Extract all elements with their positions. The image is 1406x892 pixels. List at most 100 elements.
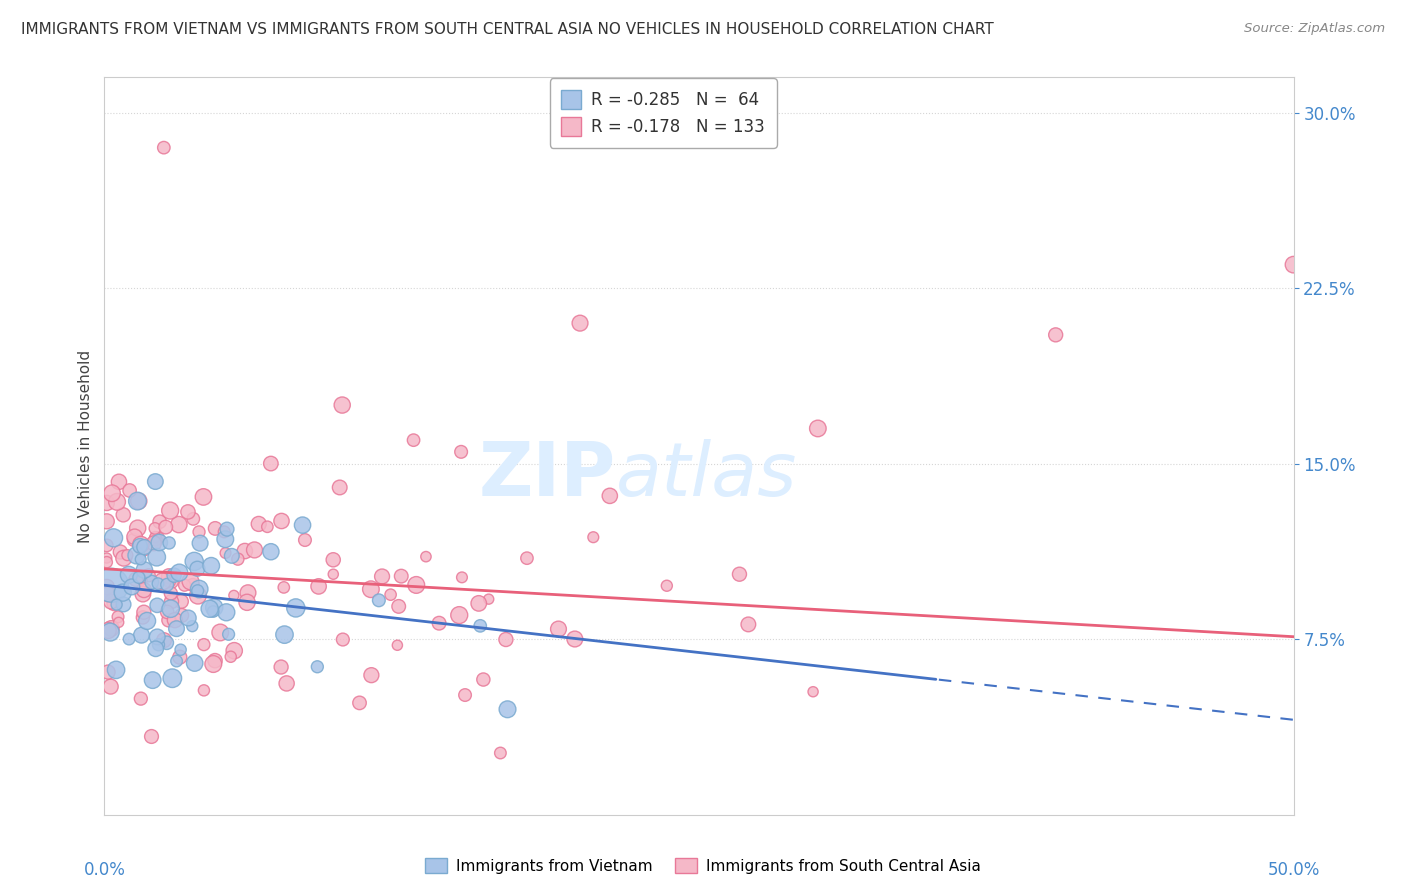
Point (105, 495, 128, 509)
Point (221, 549, 243, 563)
Point (111, 585, 134, 599)
Point (360, 582, 382, 597)
Legend: Immigrants from Vietnam, Immigrants from South Central Asia: Immigrants from Vietnam, Immigrants from… (419, 852, 987, 880)
Point (181, 578, 204, 592)
Point (97, 624, 120, 638)
Point (193, 683, 215, 698)
Point (193, 490, 215, 504)
Point (141, 575, 163, 590)
Text: 0.0%: 0.0% (83, 861, 125, 879)
Point (131, 573, 153, 587)
Point (134, 563, 156, 577)
Point (193, 638, 215, 652)
Point (222, 588, 245, 602)
Point (270, 660, 292, 674)
Point (127, 521, 149, 535)
Point (160, 586, 183, 600)
Point (167, 517, 190, 532)
Point (276, 676, 298, 690)
Point (166, 654, 188, 668)
Point (214, 546, 236, 560)
Point (495, 632, 517, 647)
Point (226, 552, 249, 566)
Point (156, 578, 179, 592)
Point (202, 600, 225, 615)
Point (188, 536, 211, 550)
Point (156, 605, 179, 619)
Point (141, 730, 163, 744)
Point (96, 514, 118, 528)
Point (103, 531, 125, 545)
Point (107, 615, 129, 630)
Text: 50.0%: 50.0% (1267, 861, 1320, 879)
Point (110, 545, 132, 559)
Point (145, 550, 167, 565)
Point (146, 630, 169, 644)
Point (187, 583, 209, 598)
Point (100, 680, 122, 694)
Point (162, 671, 184, 685)
Point (98, 625, 121, 640)
Point (117, 548, 139, 562)
Point (131, 628, 153, 642)
Point (157, 613, 180, 627)
Point (402, 433, 425, 447)
Point (138, 568, 160, 582)
Point (371, 569, 394, 583)
Point (801, 684, 824, 698)
Point (204, 654, 226, 668)
Point (146, 576, 169, 591)
Point (149, 515, 172, 529)
Point (100, 595, 122, 609)
Point (405, 578, 427, 592)
Point (124, 530, 146, 544)
Point (256, 520, 278, 534)
Point (236, 595, 259, 609)
Point (163, 568, 186, 582)
Point (260, 457, 283, 471)
Point (569, 316, 592, 330)
Point (125, 549, 148, 563)
Point (96, 551, 118, 566)
Point (183, 656, 205, 670)
Point (148, 535, 170, 549)
Point (307, 659, 329, 673)
Point (360, 668, 382, 682)
Point (156, 636, 179, 650)
Point (145, 530, 167, 544)
Point (163, 613, 186, 627)
Point (143, 475, 166, 489)
Point (188, 582, 211, 596)
Point (125, 572, 148, 586)
Point (122, 533, 145, 547)
Point (181, 512, 204, 526)
Point (198, 601, 221, 615)
Point (108, 475, 131, 489)
Point (454, 688, 477, 702)
Point (153, 141, 176, 155)
Point (157, 536, 180, 550)
Point (516, 551, 538, 566)
Legend: R = -0.285   N =  64, R = -0.178   N = 133: R = -0.285 N = 64, R = -0.178 N = 133 (550, 78, 776, 148)
Point (152, 574, 174, 589)
Point (145, 641, 167, 656)
Point (284, 601, 307, 615)
Point (478, 592, 501, 607)
Point (322, 567, 344, 582)
Point (547, 622, 569, 636)
Point (177, 505, 200, 519)
Point (380, 588, 402, 602)
Point (136, 614, 159, 628)
Point (218, 627, 240, 641)
Point (129, 552, 152, 566)
Point (1282, 258, 1305, 272)
Point (260, 545, 283, 559)
Point (209, 625, 232, 640)
Point (153, 633, 176, 648)
Point (415, 549, 437, 564)
Point (169, 650, 191, 665)
Point (243, 543, 266, 558)
Point (1045, 327, 1067, 342)
Point (332, 632, 354, 647)
Point (202, 605, 225, 619)
